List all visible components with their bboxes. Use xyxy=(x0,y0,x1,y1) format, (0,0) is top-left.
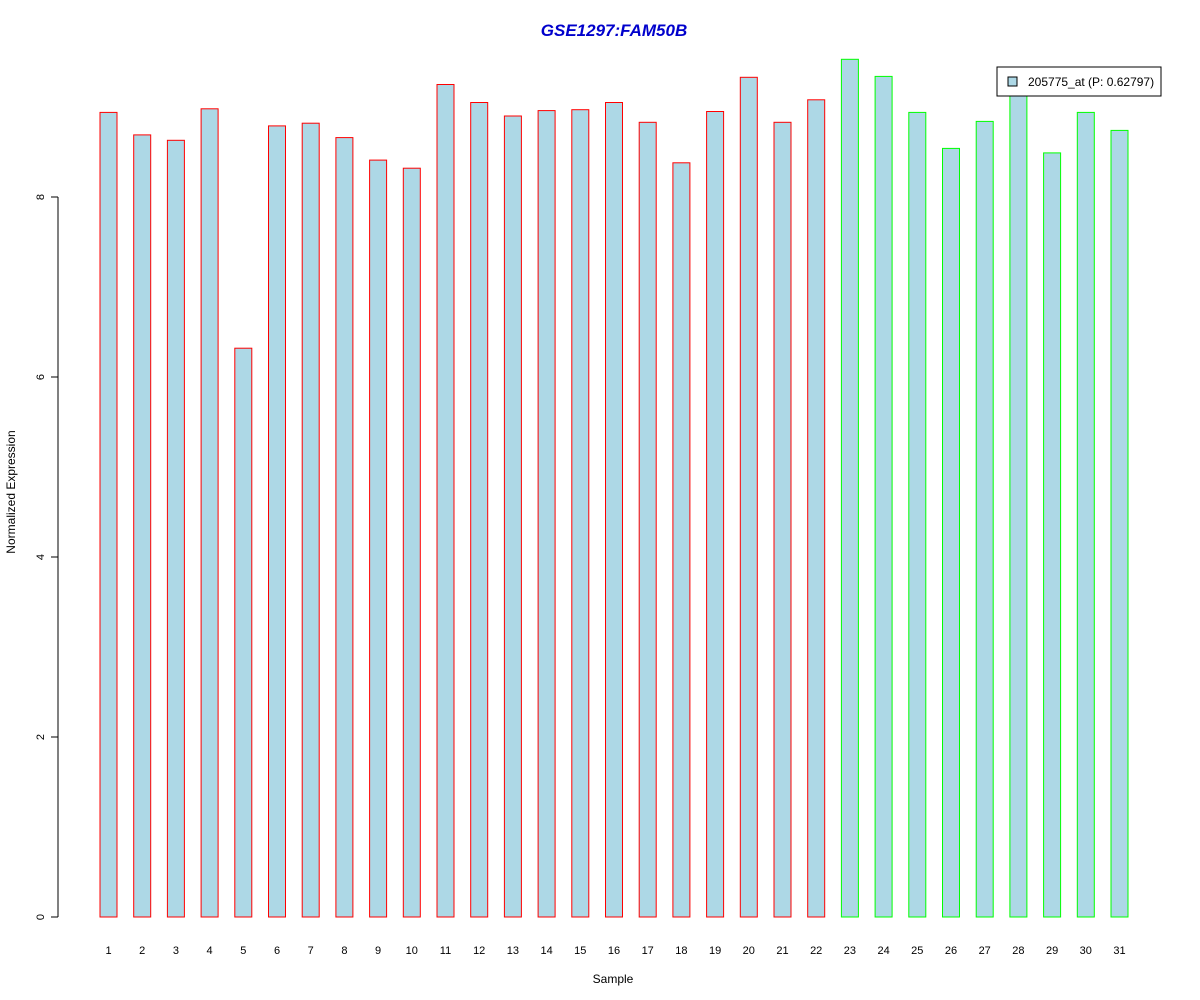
bar xyxy=(301,122,320,918)
bar xyxy=(1110,129,1129,918)
y-axis: 0 2 4 6 8 xyxy=(35,194,59,920)
x-tick-label: 5 xyxy=(240,945,246,957)
bar xyxy=(605,102,623,918)
x-tick-label: 3 xyxy=(173,945,179,957)
bar xyxy=(706,111,725,918)
bar xyxy=(840,58,859,918)
x-tick-label: 14 xyxy=(540,945,552,957)
bar xyxy=(436,84,455,918)
y-tick-label: 0 xyxy=(35,914,47,920)
bar xyxy=(166,139,185,918)
x-tick-label: 21 xyxy=(776,945,788,957)
bar xyxy=(1043,152,1062,918)
bar xyxy=(739,76,758,918)
bar xyxy=(133,134,152,918)
bar xyxy=(975,120,994,918)
bar xyxy=(402,167,421,918)
bar xyxy=(268,125,286,918)
bars xyxy=(99,58,1129,918)
bar xyxy=(638,121,657,918)
x-tick-label: 11 xyxy=(440,945,451,957)
bar xyxy=(470,102,489,918)
x-tick-label: 28 xyxy=(1012,945,1024,957)
x-tick-label: 18 xyxy=(675,945,687,957)
bar xyxy=(99,111,118,918)
bar xyxy=(1009,91,1028,918)
y-tick-label: 6 xyxy=(35,374,47,380)
bar xyxy=(908,111,927,918)
bar xyxy=(807,99,826,918)
legend-box xyxy=(996,66,1162,97)
x-tick-labels: 1 2 3 4 5 6 7 8 9 10 11 12 13 14 15 16 17 18 19 20 21 22 23 24 2… xyxy=(105,945,1125,957)
legend-swatch xyxy=(1007,76,1018,87)
bar xyxy=(335,137,354,918)
bar xyxy=(1076,111,1095,918)
x-tick-label: 29 xyxy=(1046,945,1058,957)
x-tick-label: 26 xyxy=(945,945,957,957)
x-tick-label: 27 xyxy=(979,945,991,957)
bar xyxy=(571,109,590,918)
bar xyxy=(773,121,792,918)
x-tick-label: 22 xyxy=(810,945,822,957)
bar xyxy=(369,159,388,918)
x-tick-label: 10 xyxy=(406,945,418,957)
y-tick-label: 4 xyxy=(35,554,47,560)
x-tick-label: 15 xyxy=(574,945,586,957)
bar xyxy=(503,115,522,918)
x-tick-label: 17 xyxy=(642,945,654,957)
x-tick-label: 24 xyxy=(877,945,889,957)
x-tick-label: 7 xyxy=(308,945,314,957)
x-axis-title: Sample xyxy=(593,972,634,986)
x-tick-label: 31 xyxy=(1113,945,1125,957)
x-tick-label: 25 xyxy=(911,945,923,957)
x-tick-label: 20 xyxy=(743,945,755,957)
x-tick-label: 19 xyxy=(709,945,721,957)
bar xyxy=(942,147,960,918)
x-tick-label: 23 xyxy=(844,945,856,957)
x-tick-label: 16 xyxy=(608,945,620,957)
y-axis-title: Normalized Expression xyxy=(4,430,18,553)
x-tick-label: 6 xyxy=(274,945,280,957)
legend: 205775_at (P: 0.62797) xyxy=(996,66,1162,97)
x-tick-label: 30 xyxy=(1080,945,1092,957)
bar xyxy=(537,110,556,918)
x-tick-label: 13 xyxy=(507,945,519,957)
chart-title: GSE1297:FAM50B xyxy=(541,21,687,40)
bar xyxy=(874,75,893,918)
x-tick-label: 4 xyxy=(207,945,213,957)
bar xyxy=(234,347,253,918)
x-tick-label: 12 xyxy=(473,945,485,957)
x-tick-label: 1 xyxy=(105,945,111,957)
bar xyxy=(672,162,691,918)
y-tick-label: 8 xyxy=(35,194,47,200)
y-tick-label: 2 xyxy=(35,734,47,740)
x-tick-label: 9 xyxy=(375,945,381,957)
legend-label: 205775_at (P: 0.62797) xyxy=(1028,75,1154,89)
x-tick-label: 2 xyxy=(139,945,145,957)
bar xyxy=(200,108,219,918)
x-tick-label: 8 xyxy=(341,945,347,957)
